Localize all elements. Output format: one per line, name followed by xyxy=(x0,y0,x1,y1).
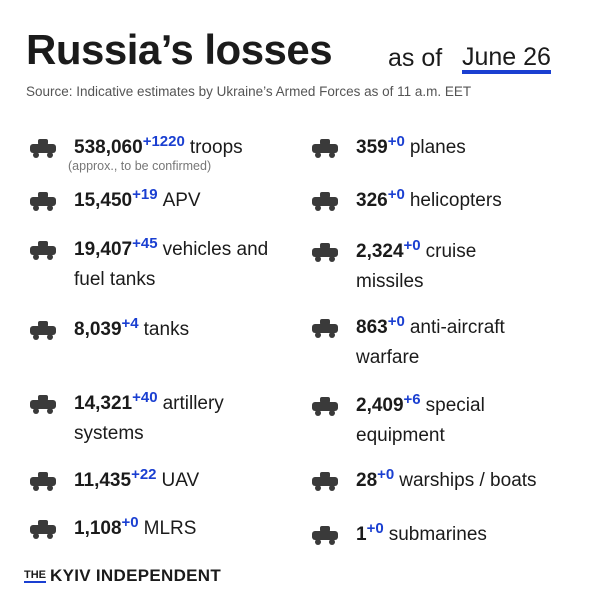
label: warships / boats xyxy=(399,470,537,491)
count: 2,409 xyxy=(356,395,404,416)
label: submarines xyxy=(388,524,487,545)
title: Russia’s losses xyxy=(26,26,333,73)
change: +6 xyxy=(403,391,421,408)
icon xyxy=(312,192,338,211)
item-line: 14,321+40 artillery xyxy=(74,389,224,420)
count: 14,321 xyxy=(74,393,133,414)
count: 2,324 xyxy=(356,241,404,262)
count: 863 xyxy=(356,317,388,338)
change: +0 xyxy=(121,514,139,531)
label-line2: equipment xyxy=(356,425,445,446)
item-line: 11,435+22 UAV xyxy=(74,466,199,497)
label: APV xyxy=(162,190,201,211)
change: +40 xyxy=(132,389,158,406)
label-line2: missiles xyxy=(356,271,424,292)
count: 8,039 xyxy=(74,319,122,340)
count: 1 xyxy=(356,524,367,545)
count: 538,060 xyxy=(74,137,143,158)
icon xyxy=(30,472,56,491)
icon xyxy=(312,526,338,545)
change: +4 xyxy=(121,315,139,332)
change: +0 xyxy=(387,133,405,150)
count: 28 xyxy=(356,470,378,491)
count: 15,450 xyxy=(74,190,133,211)
change: +0 xyxy=(403,237,421,254)
label-line2: fuel tanks xyxy=(74,269,156,290)
label: troops xyxy=(189,137,243,158)
label: vehicles and xyxy=(162,239,269,260)
change: +1220 xyxy=(142,133,185,150)
item-line: 359+0 planes xyxy=(356,133,466,164)
label: artillery xyxy=(162,393,224,414)
icon xyxy=(30,241,56,260)
label: helicopters xyxy=(409,190,502,211)
count: 11,435 xyxy=(74,470,132,491)
item-line: 1,108+0 MLRS xyxy=(74,514,196,545)
count: 19,407 xyxy=(74,239,133,260)
item-line: 1+0 submarines xyxy=(356,520,487,551)
label: anti-aircraft xyxy=(409,317,505,338)
label: MLRS xyxy=(143,518,197,539)
item-line: 863+0 anti-aircraft xyxy=(356,313,505,344)
change: +0 xyxy=(387,313,405,330)
icon xyxy=(30,520,56,539)
count: 1,108 xyxy=(74,518,122,539)
label: tanks xyxy=(143,319,190,340)
item-line: 15,450+19 APV xyxy=(74,186,201,217)
change: +0 xyxy=(366,520,384,537)
label: special xyxy=(425,395,485,416)
change: +19 xyxy=(132,186,158,203)
item-line: 8,039+4 tanks xyxy=(74,315,189,346)
label: planes xyxy=(409,137,466,158)
count: 326 xyxy=(356,190,388,211)
icon xyxy=(312,319,338,338)
change: +0 xyxy=(377,466,395,483)
item-line: 538,060+1220 troops xyxy=(74,133,243,164)
brand-prefix: THE xyxy=(24,569,46,583)
item-line: 19,407+45 vehicles and xyxy=(74,235,268,266)
change: +45 xyxy=(132,235,158,252)
label: cruise xyxy=(425,241,477,262)
icon xyxy=(30,321,56,340)
item-line: 2,409+6 special xyxy=(356,391,485,422)
icon xyxy=(30,192,56,211)
date: June 26 xyxy=(462,44,551,74)
icon xyxy=(312,139,338,158)
count: 359 xyxy=(356,137,388,158)
icon xyxy=(30,139,56,158)
icon xyxy=(312,472,338,491)
label-line2: warfare xyxy=(356,347,420,368)
as-of: as of xyxy=(388,44,443,72)
icon xyxy=(312,397,338,416)
change: +0 xyxy=(387,186,405,203)
change: +22 xyxy=(131,466,157,483)
icon xyxy=(312,243,338,262)
source: Source: Indicative estimates by Ukraine’… xyxy=(26,84,472,99)
item-line: 326+0 helicopters xyxy=(356,186,502,217)
label: UAV xyxy=(161,470,200,491)
label-line2: systems xyxy=(74,423,144,444)
note: (approx., to be confirmed) xyxy=(68,159,212,173)
icon xyxy=(30,395,56,414)
brand: KYIV INDEPENDENT xyxy=(50,566,222,585)
item-line: 2,324+0 cruise xyxy=(356,237,476,268)
item-line: 28+0 warships / boats xyxy=(356,466,537,497)
